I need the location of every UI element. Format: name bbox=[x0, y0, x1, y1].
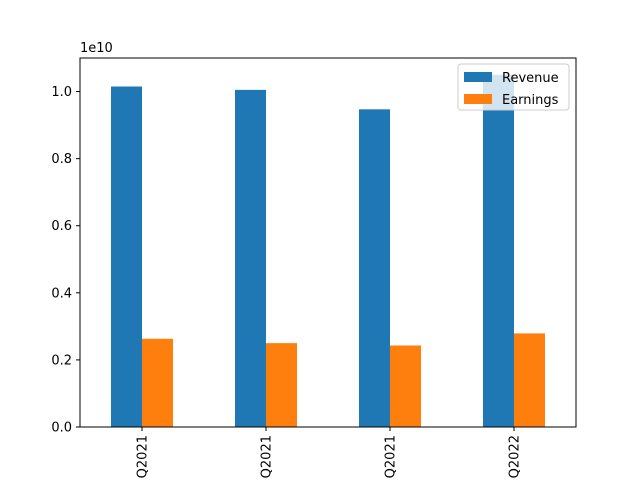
y-tick-label-2: 0.4 bbox=[51, 286, 72, 301]
y-tick-label-5: 1.0 bbox=[51, 85, 72, 100]
legend-swatch-earnings bbox=[464, 94, 492, 104]
bar-revenue-2 bbox=[359, 109, 390, 427]
bar-earnings-3 bbox=[514, 333, 545, 427]
legend-label-earnings: Earnings bbox=[502, 93, 559, 108]
bar-earnings-2 bbox=[390, 345, 421, 427]
axes-frame bbox=[79, 57, 577, 428]
bar-revenue-1 bbox=[235, 89, 266, 428]
bar-revenue-0 bbox=[111, 86, 142, 427]
x-tick-label-1: Q2021 bbox=[260, 435, 275, 478]
y-tick-label-4: 0.8 bbox=[51, 152, 72, 167]
y-tick-label-1: 0.2 bbox=[51, 353, 72, 368]
x-tick-label-3: Q2022 bbox=[508, 435, 523, 478]
legend-swatch-revenue bbox=[464, 72, 492, 82]
y-axis: 0.0 0.2 0.4 0.6 0.8 1.0 bbox=[51, 85, 80, 436]
x-axis: Q2021 Q2021 Q2021 Q2022 bbox=[136, 427, 523, 478]
y-axis-scale-label: 1e10 bbox=[80, 41, 113, 56]
bar-earnings-1 bbox=[266, 343, 297, 427]
bar-earnings-0 bbox=[142, 338, 173, 427]
legend: Revenue Earnings bbox=[457, 63, 570, 111]
legend-label-revenue: Revenue bbox=[502, 71, 559, 86]
x-tick-label-2: Q2021 bbox=[384, 435, 399, 478]
y-tick-label-3: 0.6 bbox=[51, 219, 72, 234]
bar-revenue-3 bbox=[483, 74, 514, 427]
x-tick-label-0: Q2021 bbox=[136, 435, 151, 478]
bars bbox=[111, 74, 545, 428]
y-tick-label-0: 0.0 bbox=[51, 421, 72, 436]
